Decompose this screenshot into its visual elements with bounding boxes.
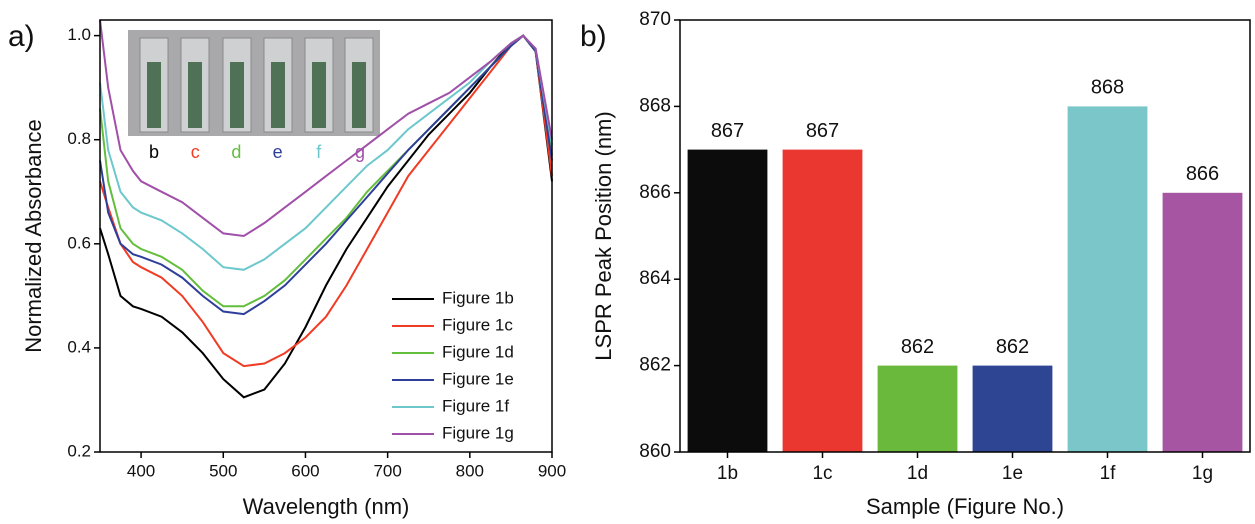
inset-label: g (355, 142, 365, 162)
plot-frame (679, 19, 1251, 453)
plot-frame (99, 19, 553, 453)
panel-label: b) (580, 20, 607, 53)
inset-label: e (273, 142, 283, 162)
legend-label: Figure 1e (442, 369, 514, 388)
x-tick-label: 400 (127, 461, 155, 480)
inset-label: f (316, 142, 322, 162)
y-tick-label: 1.0 (67, 25, 91, 44)
legend-label: Figure 1b (442, 288, 514, 307)
y-tick-label: 0.4 (67, 337, 91, 356)
y-tick-label: 870 (639, 9, 671, 30)
x-tick-label: 1d (907, 463, 928, 484)
legend-label: Figure 1d (442, 342, 514, 361)
legend-label: Figure 1g (442, 423, 514, 442)
value-label: 867 (711, 120, 744, 142)
y-tick-label: 0.6 (67, 233, 91, 252)
value-label: 862 (996, 336, 1029, 358)
x-tick-label: 700 (373, 461, 401, 480)
bar (1162, 192, 1243, 453)
line-series (99, 34, 553, 316)
y-tick-label: 868 (639, 95, 671, 116)
x-tick-label: 1b (717, 463, 738, 484)
y-axis-title: LSPR Peak Position (nm) (591, 111, 616, 360)
bar (972, 365, 1053, 452)
legend-label: Figure 1f (442, 396, 509, 415)
y-tick-label: 864 (639, 268, 671, 289)
x-tick-label: 1f (1100, 463, 1117, 484)
bar (782, 149, 863, 452)
x-axis-title: Sample (Figure No.) (866, 494, 1064, 519)
panel-label: a) (8, 20, 35, 53)
x-tick-label: 1c (812, 463, 832, 484)
x-tick-label: 900 (538, 461, 566, 480)
y-axis-title: Normalized Absorbance (21, 119, 46, 353)
bar (687, 149, 768, 452)
y-tick-label: 866 (639, 182, 671, 203)
x-tick-label: 1g (1192, 463, 1213, 484)
line-series (99, 19, 553, 238)
bar (1067, 106, 1148, 453)
line-series (99, 34, 553, 368)
bar (877, 365, 958, 452)
inset-label: c (191, 142, 200, 162)
y-tick-label: 862 (639, 355, 671, 376)
x-tick-label: 600 (291, 461, 319, 480)
y-tick-label: 0.8 (67, 129, 91, 148)
value-label: 868 (1091, 77, 1124, 99)
x-tick-label: 500 (209, 461, 237, 480)
x-tick-label: 800 (456, 461, 484, 480)
y-tick-label: 0.2 (67, 441, 91, 460)
x-tick-label: 1e (1002, 463, 1023, 484)
value-label: 862 (901, 336, 934, 358)
inset-photo (128, 30, 380, 136)
inset-label: b (149, 142, 159, 162)
y-tick-label: 860 (639, 441, 671, 462)
inset-label: d (231, 142, 241, 162)
legend-label: Figure 1c (442, 315, 513, 334)
value-label: 867 (806, 120, 839, 142)
value-label: 866 (1186, 163, 1219, 185)
x-axis-title: Wavelength (nm) (243, 494, 410, 519)
